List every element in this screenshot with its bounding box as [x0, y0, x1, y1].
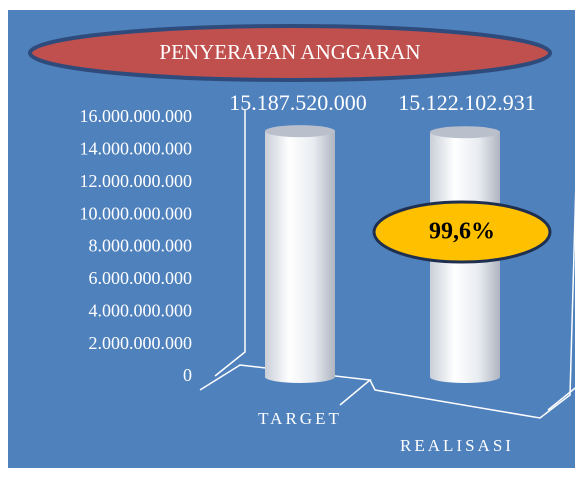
- y-tick-label: 4.000.000.000: [89, 300, 193, 320]
- value-label: 15.122.102.931: [398, 90, 536, 115]
- y-tick-label: 16.000.000.000: [80, 106, 193, 126]
- marks: 0 2.000.000.000 4.000.000.000 6.000.000.000…: [80, 90, 536, 455]
- floor-edge: [547, 381, 582, 411]
- chart-title: PENYERAPAN ANGGARAN: [159, 40, 420, 64]
- back-wall: [214, 110, 246, 377]
- title-ellipse: [28, 24, 552, 82]
- value-label: 15.187.520.000: [229, 90, 367, 115]
- x-tick-label: REALISASI: [400, 436, 514, 455]
- annotation: 99,6%: [429, 219, 495, 245]
- bar-top: [265, 125, 335, 138]
- y-tick-label: 2.000.000.000: [89, 333, 193, 353]
- y-tick-label: 0: [183, 365, 192, 385]
- floor-right: [369, 109, 579, 419]
- x-tick-label: TARGET: [258, 409, 342, 428]
- y-tick-label: 12.000.000.000: [80, 171, 193, 191]
- y-tick-label: 10.000.000.000: [80, 203, 193, 223]
- bar-bottom: [265, 371, 335, 383]
- annotation-ellipse: [372, 200, 552, 264]
- y-tick-label: 8.000.000.000: [89, 236, 193, 256]
- bar-bottom: [430, 371, 500, 383]
- y-tick-label: 14.000.000.000: [80, 139, 193, 159]
- bar-top: [430, 126, 500, 139]
- bar: [265, 131, 335, 377]
- y-tick-label: 6.000.000.000: [89, 268, 193, 288]
